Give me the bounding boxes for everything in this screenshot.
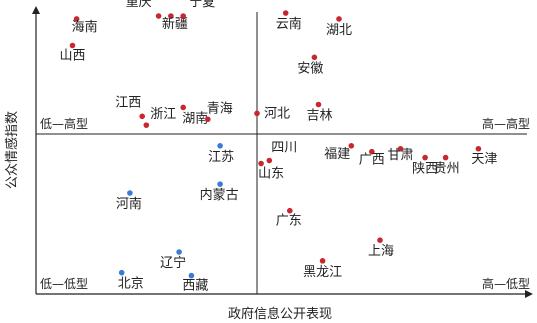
data-point <box>176 249 182 255</box>
data-point <box>348 143 355 149</box>
data-point <box>282 10 289 16</box>
y-axis-label: 公众情感指数 <box>4 111 20 189</box>
point-label: 北京 <box>118 277 144 292</box>
point-label: 四川 <box>271 141 297 156</box>
point-label: 内蒙古 <box>200 187 239 203</box>
quadrant-label-top-right: 高—高型 <box>482 116 530 131</box>
data-point <box>217 143 223 149</box>
point-label: 上海 <box>368 244 394 259</box>
data-point <box>266 157 273 164</box>
data-point <box>422 154 428 161</box>
data-point <box>258 160 264 167</box>
x-axis-label: 政府信息公开表现 <box>228 306 332 322</box>
point-label: 黑龙江 <box>303 265 342 280</box>
data-point <box>475 145 482 152</box>
point-label: 青海 <box>207 101 233 116</box>
data-point <box>155 13 162 19</box>
point-label: 辽宁 <box>160 255 186 271</box>
point-label: 浙江 <box>150 107 176 122</box>
point-label: 山东 <box>258 167 284 182</box>
point-label: 天津 <box>471 152 497 167</box>
data-point <box>311 54 318 61</box>
y-axis-arrow-icon <box>32 6 40 14</box>
data-point <box>168 13 174 19</box>
point-label: 安徽 <box>297 61 323 76</box>
data-point <box>377 237 383 243</box>
data-point <box>139 113 145 120</box>
point-label: 新疆 <box>162 16 188 32</box>
quadrant-label-top-left: 低—高型 <box>40 116 88 131</box>
data-point <box>127 190 133 196</box>
point-label: 福建 <box>324 147 350 162</box>
data-point <box>188 272 195 279</box>
point-label: 山西 <box>59 49 85 64</box>
data-point <box>397 145 404 152</box>
point-label: 湖北 <box>326 23 352 38</box>
data-point <box>118 269 125 276</box>
point-label: 陕西 <box>412 162 438 177</box>
data-point <box>217 181 223 187</box>
data-point <box>369 148 375 155</box>
data-point <box>254 110 260 117</box>
quadrant-label-bottom-left: 低—低型 <box>40 277 88 291</box>
axis-lines <box>32 6 533 298</box>
point-label: 云南 <box>276 16 302 32</box>
point-label: 贵州 <box>434 162 460 177</box>
x-axis-arrow-icon <box>525 290 533 298</box>
data-point <box>180 13 186 19</box>
data-point <box>315 101 322 108</box>
point-label: 河南 <box>116 196 142 212</box>
point-label: 宁夏 <box>189 0 215 10</box>
quadrant-label-bottom-right: 高—低型 <box>482 276 530 291</box>
point-label: 河北 <box>264 106 290 121</box>
data-point <box>336 16 342 22</box>
data-point <box>69 42 76 49</box>
data-point <box>319 258 326 264</box>
point-label: 重庆 <box>126 0 152 10</box>
point-label: 西藏 <box>182 279 208 294</box>
point-label: 吉林 <box>306 109 332 124</box>
data-point <box>205 116 211 123</box>
point-label: 海南 <box>72 19 98 35</box>
data-point <box>180 104 186 111</box>
point-label: 甘肃 <box>387 148 413 163</box>
point-label: 湖南 <box>182 110 208 126</box>
point-label: 江西 <box>115 95 141 110</box>
data-point <box>73 16 80 22</box>
data-point <box>287 207 293 214</box>
point-label: 江苏 <box>208 149 234 165</box>
point-label: 广东 <box>276 214 302 229</box>
data-point <box>143 122 150 128</box>
data-point <box>442 154 449 161</box>
point-label: 广西 <box>359 153 385 168</box>
